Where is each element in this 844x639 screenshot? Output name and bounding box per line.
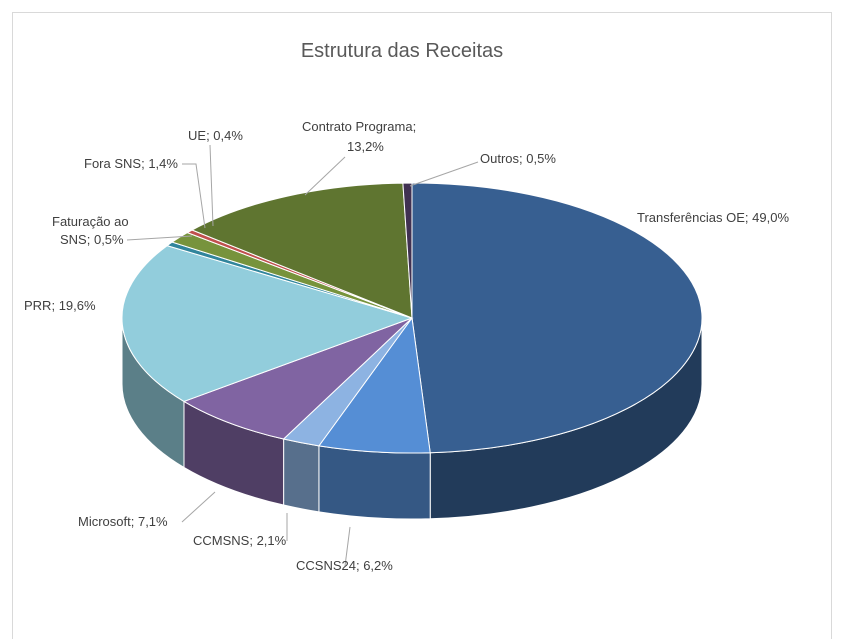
leader-line	[209, 144, 214, 227]
value-label: 1,4%	[148, 156, 178, 171]
slice	[190, 182, 413, 319]
leader-line	[181, 491, 216, 523]
slice	[402, 182, 413, 319]
category-name: Microsoft	[78, 514, 131, 529]
data-label: CCSNS24; 6,2%	[296, 558, 393, 573]
category-name: Outros	[480, 151, 520, 166]
category-name: Transferências OE	[637, 210, 745, 225]
value-label: 6,2%	[363, 558, 393, 573]
slice-side	[283, 438, 320, 513]
value-label: 2,1%	[257, 533, 287, 548]
value-label: 0,5%	[94, 232, 124, 247]
label-separator: ;	[87, 232, 94, 247]
slice	[411, 182, 703, 454]
value-label: 7,1%	[138, 514, 168, 529]
category-name: CCMSNS	[193, 533, 250, 548]
leader-line	[344, 526, 351, 567]
leader-line	[126, 235, 193, 241]
category-name: Contrato Programa	[302, 119, 413, 134]
value-label: 49,0%	[752, 210, 789, 225]
data-label: Microsoft; 7,1%	[78, 514, 168, 529]
slice-side	[318, 445, 431, 520]
value-label: 19,6%	[59, 298, 96, 313]
data-label: Contrato Programa; 13,2%	[302, 119, 420, 154]
category-name: UE	[188, 128, 206, 143]
leader-line	[182, 163, 206, 229]
label-separator: ;	[131, 514, 138, 529]
label-separator: ;	[141, 156, 148, 171]
category-name: SNS	[60, 232, 87, 247]
label-separator: ;	[249, 533, 256, 548]
data-label: PRR; 19,6%	[24, 298, 96, 313]
value-label: 13,2%	[347, 139, 384, 154]
leader-line	[304, 156, 346, 196]
data-label: CCMSNS; 2,1%	[193, 533, 287, 548]
slice	[121, 245, 414, 402]
data-label: UE; 0,4%	[188, 128, 243, 143]
category-name: CCSNS24	[296, 558, 356, 573]
label-separator: ;	[51, 298, 58, 313]
category-name: Faturação ao	[52, 214, 129, 229]
slice	[182, 317, 413, 440]
leader-line	[409, 161, 479, 187]
data-label: Fora SNS; 1,4%	[84, 156, 178, 171]
data-label: Outros; 0,5%	[480, 151, 556, 166]
data-label: Transferências OE; 49,0%	[637, 210, 789, 225]
label-separator: ;	[519, 151, 526, 166]
category-name: Fora SNS	[84, 156, 141, 171]
value-label: 0,5%	[526, 151, 556, 166]
chart-title: Estrutura das Receitas	[301, 40, 503, 62]
label-separator: ;	[206, 128, 213, 143]
label-separator: ;	[413, 119, 420, 134]
category-name: PRR	[24, 298, 51, 313]
label-separator: ;	[356, 558, 363, 573]
label-separator: ;	[745, 210, 752, 225]
value-label: 0,4%	[213, 128, 243, 143]
data-label: Faturação ao SNS; 0,5%	[52, 214, 129, 247]
